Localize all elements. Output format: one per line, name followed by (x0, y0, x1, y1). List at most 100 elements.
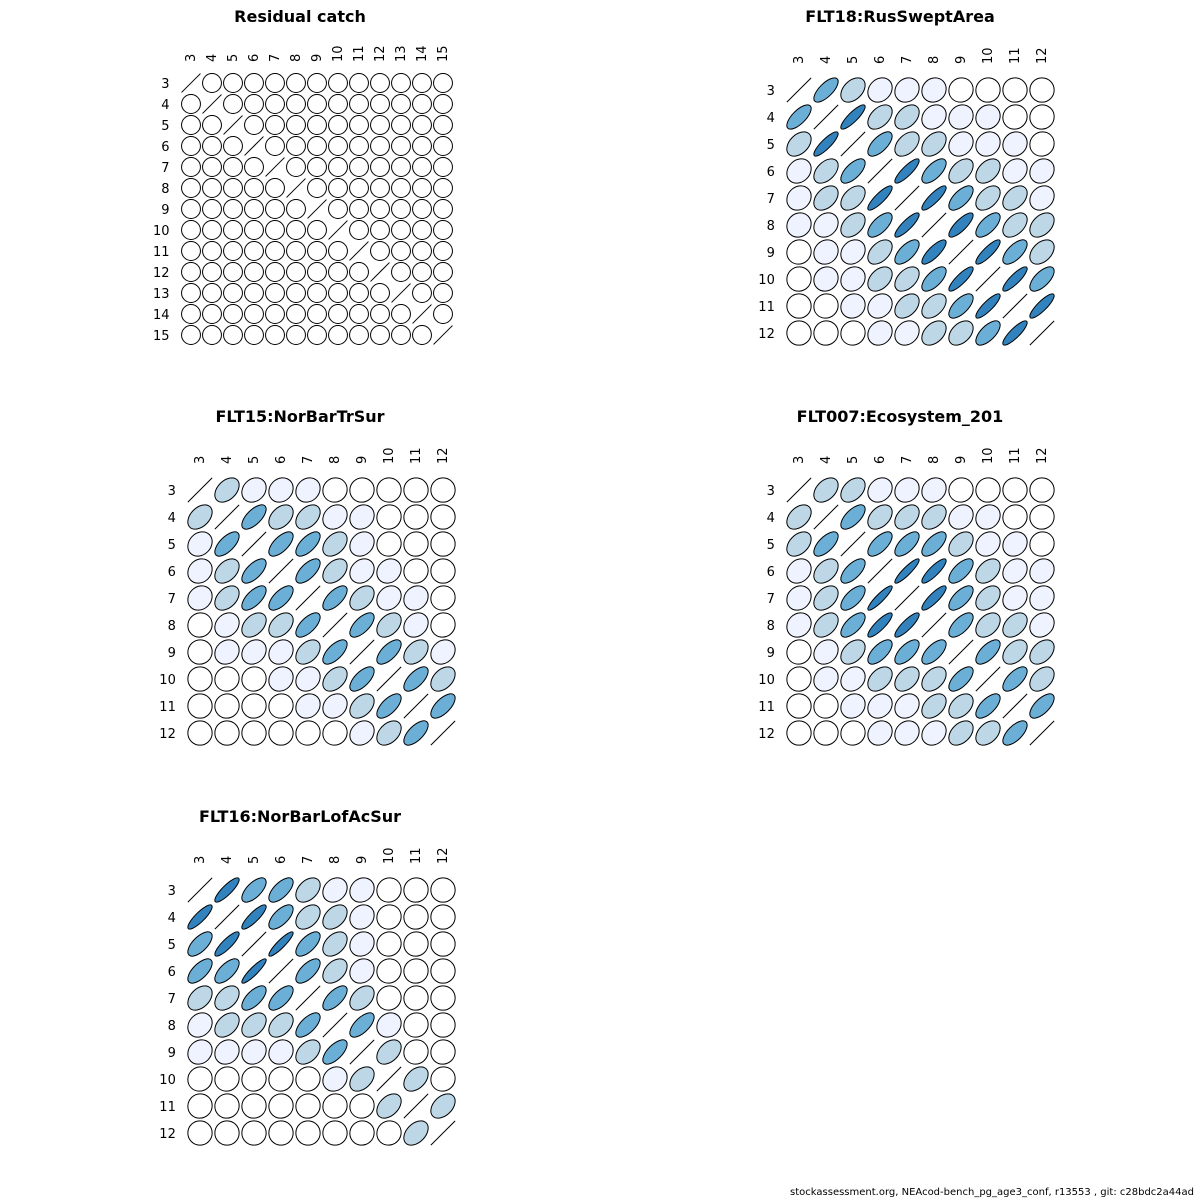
column-label: 13 (394, 45, 409, 62)
correlation-ellipse (412, 157, 432, 177)
column-label: 6 (873, 56, 888, 64)
correlation-ellipse (867, 212, 893, 238)
correlation-ellipse (867, 266, 893, 292)
correlation-ellipse (187, 504, 213, 530)
diagonal-mark (430, 720, 456, 746)
correlation-panel-4: FLT007:Ecosystem_201 3 4 5 6 7 8 9 10 11 12 3 4 5 6 7 8 9… (758, 407, 1055, 746)
correlation-ellipse (265, 241, 285, 261)
correlation-ellipse (376, 985, 402, 1011)
correlation-ellipse (1029, 558, 1055, 584)
diagonal-mark (391, 283, 411, 303)
correlation-ellipse (286, 262, 306, 282)
row-label: 11 (758, 300, 775, 315)
correlation-ellipse (214, 1039, 240, 1065)
correlation-ellipse (349, 136, 369, 156)
correlation-ellipse (376, 877, 402, 903)
correlation-ellipse (214, 612, 240, 638)
correlation-ellipse (286, 283, 306, 303)
correlation-ellipse (349, 985, 375, 1011)
correlation-ellipse (181, 115, 201, 135)
correlation-ellipse (813, 531, 839, 557)
correlation-ellipse (376, 504, 402, 530)
correlation-ellipse (1029, 477, 1055, 503)
correlation-ellipse (867, 585, 893, 611)
correlation-ellipse (286, 325, 306, 345)
correlation-ellipse (975, 558, 1001, 584)
correlation-ellipse (268, 585, 294, 611)
row-label: 9 (168, 646, 176, 661)
correlation-ellipse (349, 283, 369, 303)
correlation-ellipse (840, 693, 866, 719)
correlation-ellipse (295, 612, 321, 638)
correlation-ellipse (840, 558, 866, 584)
correlation-ellipse (214, 1120, 240, 1146)
row-label: 9 (168, 1046, 176, 1061)
correlation-ellipse (894, 666, 920, 692)
diagonal-mark (840, 131, 866, 157)
correlation-ellipse (307, 220, 327, 240)
correlation-ellipse (286, 115, 306, 135)
correlation-ellipse (921, 585, 947, 611)
correlation-ellipse (975, 104, 1001, 130)
row-label: 3 (767, 84, 775, 99)
correlation-ellipse (813, 185, 839, 211)
correlation-ellipse (391, 262, 411, 282)
correlation-ellipse (403, 985, 429, 1011)
correlation-ellipse (322, 958, 348, 984)
correlation-ellipse (244, 73, 264, 93)
correlation-ellipse (403, 477, 429, 503)
correlation-ellipse (202, 157, 222, 177)
correlation-ellipse (241, 877, 267, 903)
correlation-ellipse (840, 293, 866, 319)
correlation-ellipse (181, 157, 201, 177)
row-label: 8 (168, 619, 176, 634)
correlation-ellipse (1002, 639, 1028, 665)
column-label: 9 (954, 456, 969, 464)
correlation-ellipse (268, 477, 294, 503)
correlation-ellipse (223, 304, 243, 324)
correlation-ellipse (187, 666, 213, 692)
row-label: 6 (767, 165, 775, 180)
correlation-ellipse (948, 185, 974, 211)
row-label: 10 (159, 673, 176, 688)
correlation-ellipse (867, 720, 893, 746)
diagonal-mark (322, 612, 348, 638)
column-label: 3 (792, 456, 807, 464)
row-label: 5 (767, 138, 775, 153)
correlation-ellipse (786, 212, 812, 238)
correlation-ellipse (295, 1066, 321, 1092)
correlation-ellipse (813, 239, 839, 265)
correlation-ellipse (430, 504, 456, 530)
column-label: 12 (1035, 47, 1050, 64)
correlation-ellipse (241, 504, 267, 530)
correlation-ellipse (376, 1039, 402, 1065)
correlation-ellipse (403, 877, 429, 903)
correlation-ellipse (349, 477, 375, 503)
correlation-ellipse (403, 531, 429, 557)
correlation-ellipse (244, 94, 264, 114)
correlation-ellipse (403, 558, 429, 584)
correlation-ellipse (430, 1012, 456, 1038)
correlation-ellipse (187, 531, 213, 557)
correlation-ellipse (948, 558, 974, 584)
correlation-ellipse (328, 136, 348, 156)
correlation-ellipse (813, 320, 839, 346)
correlation-ellipse (391, 178, 411, 198)
row-label: 12 (159, 1127, 176, 1142)
correlation-ellipse (412, 136, 432, 156)
correlation-ellipse (244, 157, 264, 177)
column-label: 11 (409, 447, 424, 464)
correlation-ellipse (391, 304, 411, 324)
column-label: 10 (981, 47, 996, 64)
correlation-ellipse (867, 293, 893, 319)
correlation-ellipse (223, 325, 243, 345)
correlation-ellipse (921, 666, 947, 692)
correlation-ellipse (187, 1066, 213, 1092)
column-label: 6 (274, 856, 289, 864)
correlation-ellipse (975, 639, 1001, 665)
column-label: 9 (310, 54, 325, 62)
correlation-ellipse (975, 477, 1001, 503)
correlation-ellipse (786, 131, 812, 157)
panel-title: FLT16:NorBarLofAcSur (199, 807, 401, 826)
